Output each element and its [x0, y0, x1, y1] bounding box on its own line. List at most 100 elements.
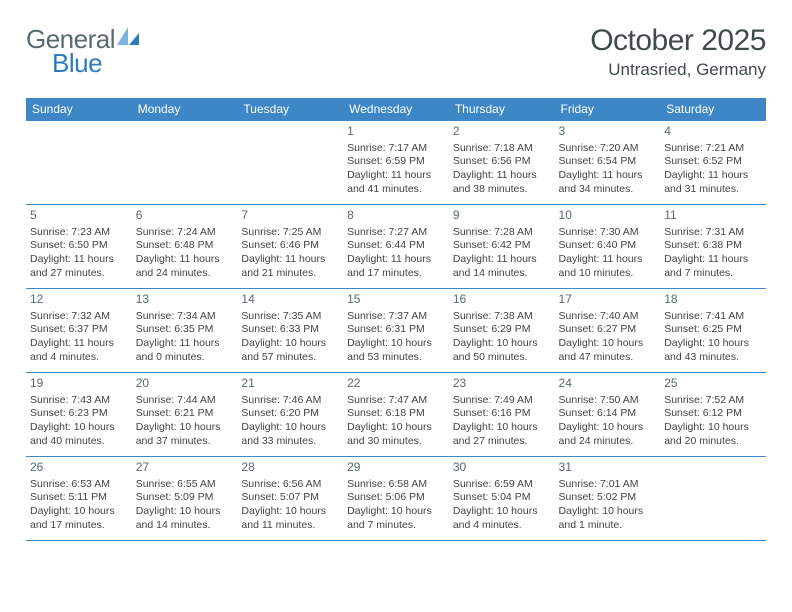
calendar-cell: 23Sunrise: 7:49 AMSunset: 6:16 PMDayligh… [449, 373, 555, 457]
brand-logo-blue-row: Blue [52, 48, 102, 79]
daylight-line: Daylight: 10 hours and 30 minutes. [347, 421, 445, 448]
calendar-cell: 16Sunrise: 7:38 AMSunset: 6:29 PMDayligh… [449, 289, 555, 373]
day-number: 30 [453, 460, 551, 476]
calendar-row: ...1Sunrise: 7:17 AMSunset: 6:59 PMDayli… [26, 121, 766, 205]
sunset-line: Sunset: 6:42 PM [453, 239, 551, 253]
day-number: 28 [241, 460, 339, 476]
sunset-line: Sunset: 6:48 PM [136, 239, 234, 253]
day-number: 11 [664, 208, 762, 224]
day-number: 13 [136, 292, 234, 308]
sunset-line: Sunset: 6:54 PM [559, 155, 657, 169]
daylight-line: Daylight: 11 hours and 14 minutes. [453, 253, 551, 280]
weekday-header: Sunday [26, 98, 132, 121]
weekday-header: Wednesday [343, 98, 449, 121]
sunrise-line: Sunrise: 7:50 AM [559, 394, 657, 408]
day-number: 29 [347, 460, 445, 476]
location-subtitle: Untrasried, Germany [590, 60, 766, 80]
day-number: 27 [136, 460, 234, 476]
daylight-line: Daylight: 10 hours and 53 minutes. [347, 337, 445, 364]
day-number: 17 [559, 292, 657, 308]
daylight-line: Daylight: 10 hours and 37 minutes. [136, 421, 234, 448]
sunset-line: Sunset: 6:56 PM [453, 155, 551, 169]
daylight-line: Daylight: 10 hours and 24 minutes. [559, 421, 657, 448]
sunset-line: Sunset: 6:59 PM [347, 155, 445, 169]
sunrise-line: Sunrise: 7:37 AM [347, 310, 445, 324]
daylight-line: Daylight: 10 hours and 14 minutes. [136, 505, 234, 532]
day-number: 12 [30, 292, 128, 308]
page-header: General October 2025 Untrasried, Germany [26, 24, 766, 80]
day-number: 9 [453, 208, 551, 224]
calendar-cell: 25Sunrise: 7:52 AMSunset: 6:12 PMDayligh… [660, 373, 766, 457]
day-number: 23 [453, 376, 551, 392]
calendar-cell: . [26, 121, 132, 205]
day-number: 20 [136, 376, 234, 392]
calendar-cell: 6Sunrise: 7:24 AMSunset: 6:48 PMDaylight… [132, 205, 238, 289]
daylight-line: Daylight: 11 hours and 31 minutes. [664, 169, 762, 196]
sunset-line: Sunset: 6:18 PM [347, 407, 445, 421]
sunrise-line: Sunrise: 7:18 AM [453, 142, 551, 156]
sunrise-line: Sunrise: 6:55 AM [136, 478, 234, 492]
calendar-cell: 7Sunrise: 7:25 AMSunset: 6:46 PMDaylight… [237, 205, 343, 289]
sunset-line: Sunset: 6:37 PM [30, 323, 128, 337]
day-number: 1 [347, 124, 445, 140]
calendar-cell: 26Sunrise: 6:53 AMSunset: 5:11 PMDayligh… [26, 457, 132, 541]
day-number: 8 [347, 208, 445, 224]
sunset-line: Sunset: 6:38 PM [664, 239, 762, 253]
weekday-header: Friday [555, 98, 661, 121]
calendar-cell: 1Sunrise: 7:17 AMSunset: 6:59 PMDaylight… [343, 121, 449, 205]
sunset-line: Sunset: 6:46 PM [241, 239, 339, 253]
sunrise-line: Sunrise: 7:47 AM [347, 394, 445, 408]
day-number: 19 [30, 376, 128, 392]
calendar-cell: 9Sunrise: 7:28 AMSunset: 6:42 PMDaylight… [449, 205, 555, 289]
sunrise-line: Sunrise: 7:52 AM [664, 394, 762, 408]
sunrise-line: Sunrise: 7:34 AM [136, 310, 234, 324]
weekday-header: Monday [132, 98, 238, 121]
calendar-cell: 31Sunrise: 7:01 AMSunset: 5:02 PMDayligh… [555, 457, 661, 541]
calendar-cell: 3Sunrise: 7:20 AMSunset: 6:54 PMDaylight… [555, 121, 661, 205]
calendar-cell: 28Sunrise: 6:56 AMSunset: 5:07 PMDayligh… [237, 457, 343, 541]
sunset-line: Sunset: 6:40 PM [559, 239, 657, 253]
calendar-cell: 11 Sunrise: 7:31 AMSunset: 6:38 PMDayligh… [660, 205, 766, 289]
day-number: 24 [559, 376, 657, 392]
calendar-header-row: SundayMondayTuesdayWednesdayThursdayFrid… [26, 98, 766, 121]
daylight-line: Daylight: 10 hours and 50 minutes. [453, 337, 551, 364]
sunset-line: Sunset: 5:09 PM [136, 491, 234, 505]
calendar-cell: 4Sunrise: 7:21 AMSunset: 6:52 PMDaylight… [660, 121, 766, 205]
sunset-line: Sunset: 5:07 PM [241, 491, 339, 505]
calendar-cell: 20 Sunrise: 7:44 AMSunset: 6:21 PMDayligh… [132, 373, 238, 457]
sunrise-line: Sunrise: 7:24 AM [136, 226, 234, 240]
calendar-cell: 15Sunrise: 7:37 AMSunset: 6:31 PMDayligh… [343, 289, 449, 373]
sunset-line: Sunset: 6:27 PM [559, 323, 657, 337]
sunset-line: Sunset: 6:14 PM [559, 407, 657, 421]
sunset-line: Sunset: 6:33 PM [241, 323, 339, 337]
sunset-line: Sunset: 6:21 PM [136, 407, 234, 421]
daylight-line: Daylight: 10 hours and 40 minutes. [30, 421, 128, 448]
sunrise-line: Sunrise: 7:17 AM [347, 142, 445, 156]
sunrise-line: Sunrise: 7:43 AM [30, 394, 128, 408]
daylight-line: Daylight: 11 hours and 7 minutes. [664, 253, 762, 280]
daylight-line: Daylight: 11 hours and 27 minutes. [30, 253, 128, 280]
sunrise-line: Sunrise: 7:46 AM [241, 394, 339, 408]
sunset-line: Sunset: 6:52 PM [664, 155, 762, 169]
calendar-cell: 14Sunrise: 7:35 AMSunset: 6:33 PMDayligh… [237, 289, 343, 373]
sunrise-line: Sunrise: 7:38 AM [453, 310, 551, 324]
daylight-line: Daylight: 11 hours and 0 minutes. [136, 337, 234, 364]
day-number: 26 [30, 460, 128, 476]
calendar-table: SundayMondayTuesdayWednesdayThursdayFrid… [26, 98, 766, 541]
sunset-line: Sunset: 6:16 PM [453, 407, 551, 421]
sunset-line: Sunset: 6:20 PM [241, 407, 339, 421]
calendar-cell: 29Sunrise: 6:58 AMSunset: 5:06 PMDayligh… [343, 457, 449, 541]
brand-sail-icon [117, 27, 139, 45]
sunrise-line: Sunrise: 7:30 AM [559, 226, 657, 240]
daylight-line: Daylight: 10 hours and 47 minutes. [559, 337, 657, 364]
daylight-line: Daylight: 11 hours and 24 minutes. [136, 253, 234, 280]
calendar-cell: . [660, 457, 766, 541]
day-number: 16 [453, 292, 551, 308]
calendar-cell: 30Sunrise: 6:59 AMSunset: 5:04 PMDayligh… [449, 457, 555, 541]
sunrise-line: Sunrise: 7:31 AM [664, 226, 762, 240]
day-number: 10 [559, 208, 657, 224]
day-number: 4 [664, 124, 762, 140]
daylight-line: Daylight: 10 hours and 27 minutes. [453, 421, 551, 448]
daylight-line: Daylight: 10 hours and 33 minutes. [241, 421, 339, 448]
sunrise-line: Sunrise: 7:44 AM [136, 394, 234, 408]
